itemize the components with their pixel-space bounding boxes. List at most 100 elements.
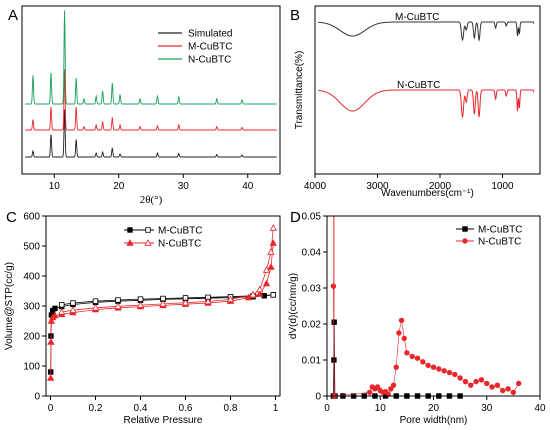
desorption-point [262, 266, 271, 273]
y-axis-label: dV(d)(cc/nm/g) [288, 273, 299, 339]
series-line-m-cubtc [25, 69, 277, 131]
legend-label: N-CuBTC [188, 55, 231, 66]
y-tick-label: 500 [23, 242, 40, 253]
legend-marker-filled [127, 227, 133, 233]
y-tick-label: 300 [23, 302, 40, 313]
desorption-point [204, 297, 212, 305]
desorption-point [270, 292, 276, 298]
data-point [505, 386, 511, 392]
y-tick-label: 100 [23, 362, 40, 373]
x-tick-label: 2000 [429, 181, 452, 192]
data-point [452, 371, 458, 378]
desorption-point [137, 296, 144, 302]
desorption-point [115, 297, 121, 303]
desorption-point [59, 302, 65, 308]
legend-marker-open [144, 239, 152, 246]
adsorption-point [269, 239, 277, 246]
x-tick-label: 40 [242, 181, 254, 192]
x-axis-label: Relative Pressure [124, 415, 203, 426]
x-tick-label: 0 [324, 403, 330, 414]
data-point [510, 389, 517, 396]
data-point [425, 362, 431, 369]
x-tick-label: 1000 [491, 181, 514, 192]
desorption-point [114, 302, 122, 310]
panel-a-frame [21, 5, 281, 175]
y-tick-label: 200 [23, 332, 40, 343]
desorption-point [269, 224, 277, 231]
y-tick-label: 600 [23, 212, 40, 223]
adsorption-point [51, 311, 59, 319]
data-point [462, 378, 469, 385]
desorption-point [136, 301, 145, 308]
desorption-point [69, 306, 77, 313]
panel-b-ftir-chart: B 4000 3000 2000 1000 M-CuBTC N-CuBTC Wavenumbe… [290, 7, 535, 199]
x-tick-label: 0.8 [224, 403, 238, 414]
series-label: M-CuBTC [395, 12, 439, 23]
data-point [385, 391, 391, 397]
y-tick-label: 0 [34, 392, 40, 403]
data-point [401, 335, 407, 342]
desorption-point [226, 295, 235, 303]
x-axis-label: Wavenumbers(cm⁻¹) [381, 188, 474, 199]
legend-label: M-CuBTC [478, 225, 522, 236]
data-point [374, 384, 381, 390]
data-point [331, 319, 337, 325]
x-tick-label: 0.4 [134, 403, 148, 414]
data-point [430, 364, 437, 370]
desorption-line [61, 227, 274, 313]
y-tick-label: 0.02 [302, 320, 322, 331]
x-tick-label: 10 [375, 403, 387, 414]
desorption-point [91, 303, 100, 311]
adsorption-line [50, 242, 274, 379]
data-point [494, 382, 501, 388]
adsorption-point [47, 317, 56, 324]
data-point [473, 378, 479, 385]
series-line-simulated [25, 109, 277, 158]
legend-marker [462, 238, 468, 244]
x-tick-label: 1 [273, 403, 279, 414]
data-point [500, 387, 506, 394]
panel-d-pore-chart: D 0 10 20 30 40 0 0.01 0.02 0.03 0.04 0.05 M-CuBTCN-… [288, 209, 546, 426]
adsorption-point [52, 305, 58, 312]
data-point [393, 364, 399, 370]
x-tick-label: 20 [428, 403, 440, 414]
x-tick-label: 10 [49, 181, 61, 192]
adsorption-point [262, 279, 271, 287]
legend-label: N-CuBTC [158, 239, 201, 250]
y-tick-label: 0.04 [302, 248, 322, 259]
data-point [436, 366, 442, 372]
x-tick-label: 0 [48, 403, 54, 414]
desorption-point [181, 298, 190, 306]
x-axis-label: Pore width(nm) [400, 415, 468, 426]
data-point [396, 330, 402, 336]
y-tick-label: 0.01 [302, 356, 322, 367]
data-point [468, 382, 474, 388]
x-tick-label: 0.2 [89, 403, 103, 414]
y-tick-label: 0.05 [302, 212, 322, 223]
panel-a-xrd-chart: A 10 20 30 40 Simulated M-CuBTC N-CuBTC 2θ(°) [8, 7, 277, 206]
data-point [388, 386, 394, 392]
x-tick-label: 4000 [304, 181, 327, 192]
y-tick-label: 0.03 [302, 284, 322, 295]
legend-label: M-CuBTC [188, 42, 232, 53]
x-axis-label: 2θ(°) [140, 194, 163, 206]
desorption-point [159, 300, 167, 307]
panel-label-c: C [6, 209, 17, 226]
desorption-point [267, 248, 275, 255]
x-tick-label: 30 [178, 181, 190, 192]
x-tick-label: 40 [534, 403, 546, 414]
adsorption-point [47, 374, 55, 381]
x-tick-label: 0.6 [179, 403, 193, 414]
panel-c-isotherm-chart: C 0 0.2 0.4 0.6 0.8 1 0 100 200 300 400 500 600 M-CuBT… [4, 209, 279, 426]
panel-b-frame [314, 5, 541, 175]
panel-label-a: A [8, 7, 18, 24]
desorption-point [92, 298, 99, 304]
data-point [478, 377, 485, 383]
panel-c-frame [45, 215, 281, 397]
desorption-point [70, 300, 76, 306]
data-point [489, 384, 495, 390]
data-point [409, 353, 415, 360]
series-line-n-cubtc [318, 89, 535, 119]
data-point [457, 375, 463, 381]
panel-d-frame [326, 215, 541, 397]
